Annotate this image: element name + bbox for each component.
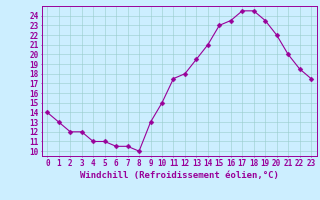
X-axis label: Windchill (Refroidissement éolien,°C): Windchill (Refroidissement éolien,°C)	[80, 171, 279, 180]
